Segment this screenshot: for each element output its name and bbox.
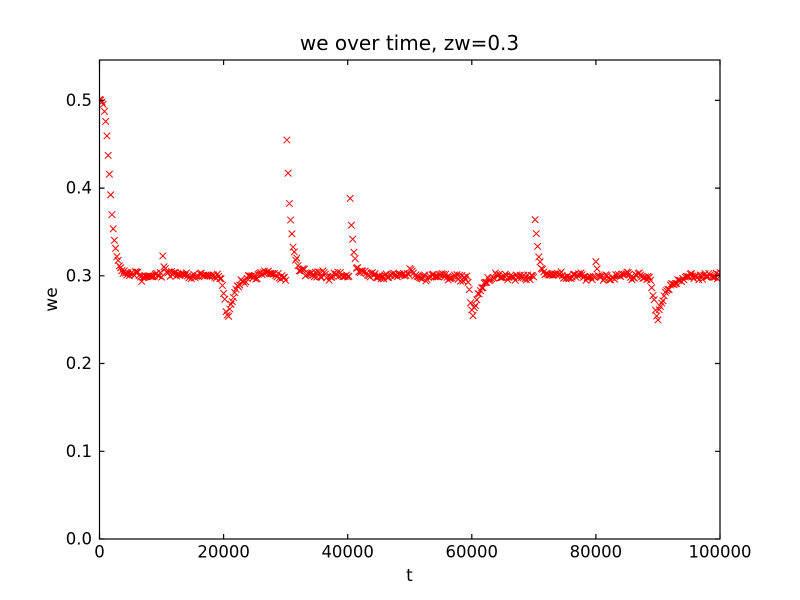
x-tick-label: 80000	[570, 543, 623, 562]
x-tick-label: 0	[94, 543, 105, 562]
data-series-we	[99, 95, 720, 324]
y-tick-label: 0.5	[66, 91, 92, 110]
y-tick-label: 0.3	[66, 266, 92, 285]
y-tick-label: 0.4	[66, 179, 92, 198]
chart-title: we over time, zw=0.3	[300, 31, 519, 55]
x-axis-label: t	[406, 566, 413, 586]
plot-frame	[98, 59, 721, 540]
y-tick-label: 0.0	[66, 530, 92, 549]
y-tick-label: 0.1	[66, 442, 92, 461]
y-tick-label: 0.2	[66, 354, 92, 373]
y-axis-label: we	[42, 287, 62, 311]
x-tick-label: 60000	[446, 543, 499, 562]
x-tick-label: 20000	[197, 543, 250, 562]
x-tick-label: 40000	[321, 543, 374, 562]
x-tick-label: 100000	[689, 543, 752, 562]
axis-ticks	[98, 60, 721, 540]
